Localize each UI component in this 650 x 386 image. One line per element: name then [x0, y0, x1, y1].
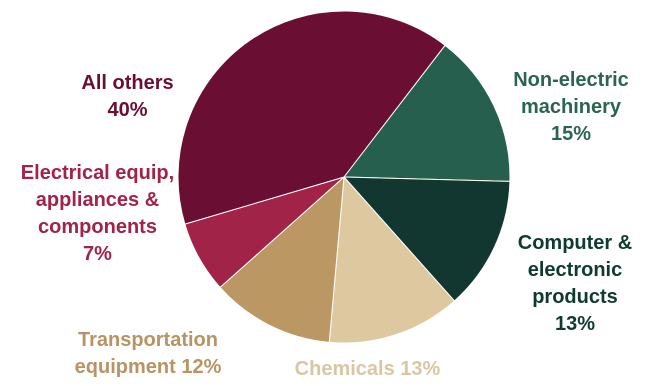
label-all-others: All others 40% [65, 70, 190, 124]
pie-slice-all-others [177, 10, 446, 225]
label-computer-line3: products [532, 286, 618, 308]
label-non-electric-line1: Non-electric [513, 69, 629, 91]
label-electrical-equipment: Electrical equip, appliances & component… [10, 160, 185, 268]
label-electrical-line1: Electrical equip, [20, 162, 175, 184]
label-transportation-equipment: Transportation equipment 12% [58, 327, 238, 381]
label-chemicals: Chemicals 13% [285, 356, 450, 383]
label-non-electric-machinery: Non-electric machinery 15% [500, 67, 642, 148]
label-non-electric-line2: machinery [520, 96, 622, 118]
pie-slice-transportation-equipment [219, 175, 345, 343]
label-chemicals-pct: 13% [400, 358, 441, 380]
pie-slice-non-electric-machinery [343, 44, 511, 182]
pie-slice-chemicals [328, 175, 456, 344]
label-non-electric-pct: 15% [550, 123, 592, 145]
label-computer-electronic: Computer & electronic products 13% [505, 230, 645, 338]
label-transport-line2: equipment [74, 356, 176, 378]
label-others-pct: 40% [107, 99, 148, 121]
label-computer-line1: Computer & [517, 232, 633, 254]
label-electrical-pct: 7% [83, 243, 112, 265]
label-transport-line1: Transportation [77, 329, 218, 351]
label-transport-line2-wrap: equipment 12% [58, 354, 238, 381]
label-computer-line2: electronic [527, 259, 623, 281]
label-chemicals-text: Chemicals [294, 358, 395, 380]
pie-slice-computer-electronic-products [342, 176, 511, 302]
label-computer-pct: 13% [554, 313, 596, 335]
label-electrical-line3: components [38, 216, 157, 238]
label-others-line1: All others [81, 72, 174, 94]
label-electrical-line2: appliances & [35, 189, 160, 211]
label-transport-pct: 12% [181, 356, 222, 378]
